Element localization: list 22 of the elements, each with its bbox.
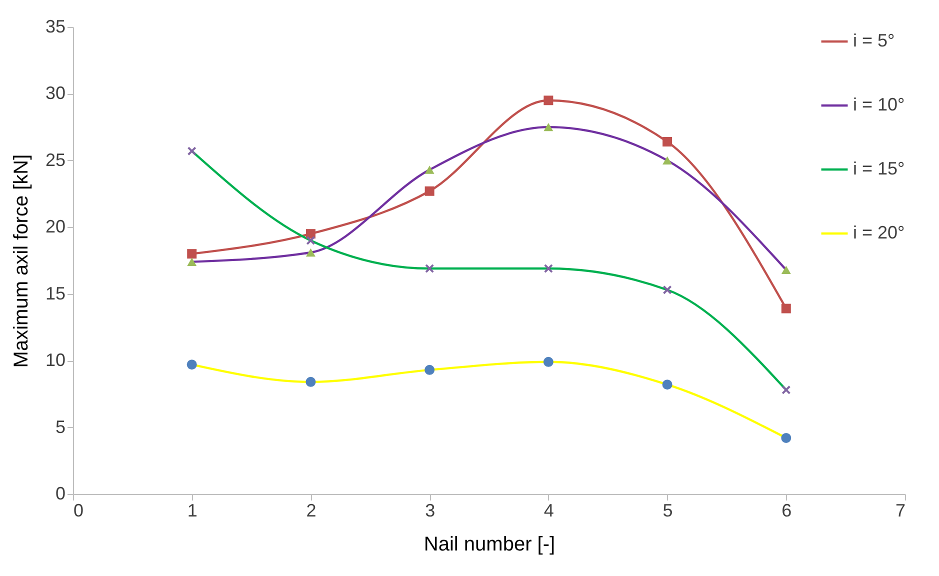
y-tick-label: 10 [45, 350, 66, 370]
x-tick-label: 7 [895, 500, 906, 520]
legend-label: i = 5° [853, 30, 895, 50]
legend-label: i = 20° [853, 222, 905, 242]
y-tick-label: 0 [55, 484, 66, 504]
x-tick-label: 0 [74, 500, 84, 520]
y-axis-title: Maximum axil force [kN] [10, 154, 32, 368]
y-tick-label: 20 [45, 216, 66, 237]
x-tick-label: 6 [782, 500, 792, 520]
y-tick-label: 30 [45, 83, 66, 104]
x-axis-title: Nail number [-] [424, 534, 556, 556]
x-tick-label: 3 [425, 500, 436, 520]
y-tick-label: 25 [45, 150, 66, 170]
y-tick-label: 35 [45, 16, 66, 36]
y-tick-label: 5 [55, 416, 66, 437]
legend-label: i = 15° [853, 158, 905, 178]
x-tick-label: 1 [187, 500, 198, 520]
legend-label: i = 10° [853, 94, 905, 114]
y-tick-label: 15 [45, 283, 66, 304]
x-tick-label: 4 [544, 500, 554, 520]
x-tick-label: 2 [306, 500, 316, 520]
x-tick-label: 5 [662, 500, 673, 520]
